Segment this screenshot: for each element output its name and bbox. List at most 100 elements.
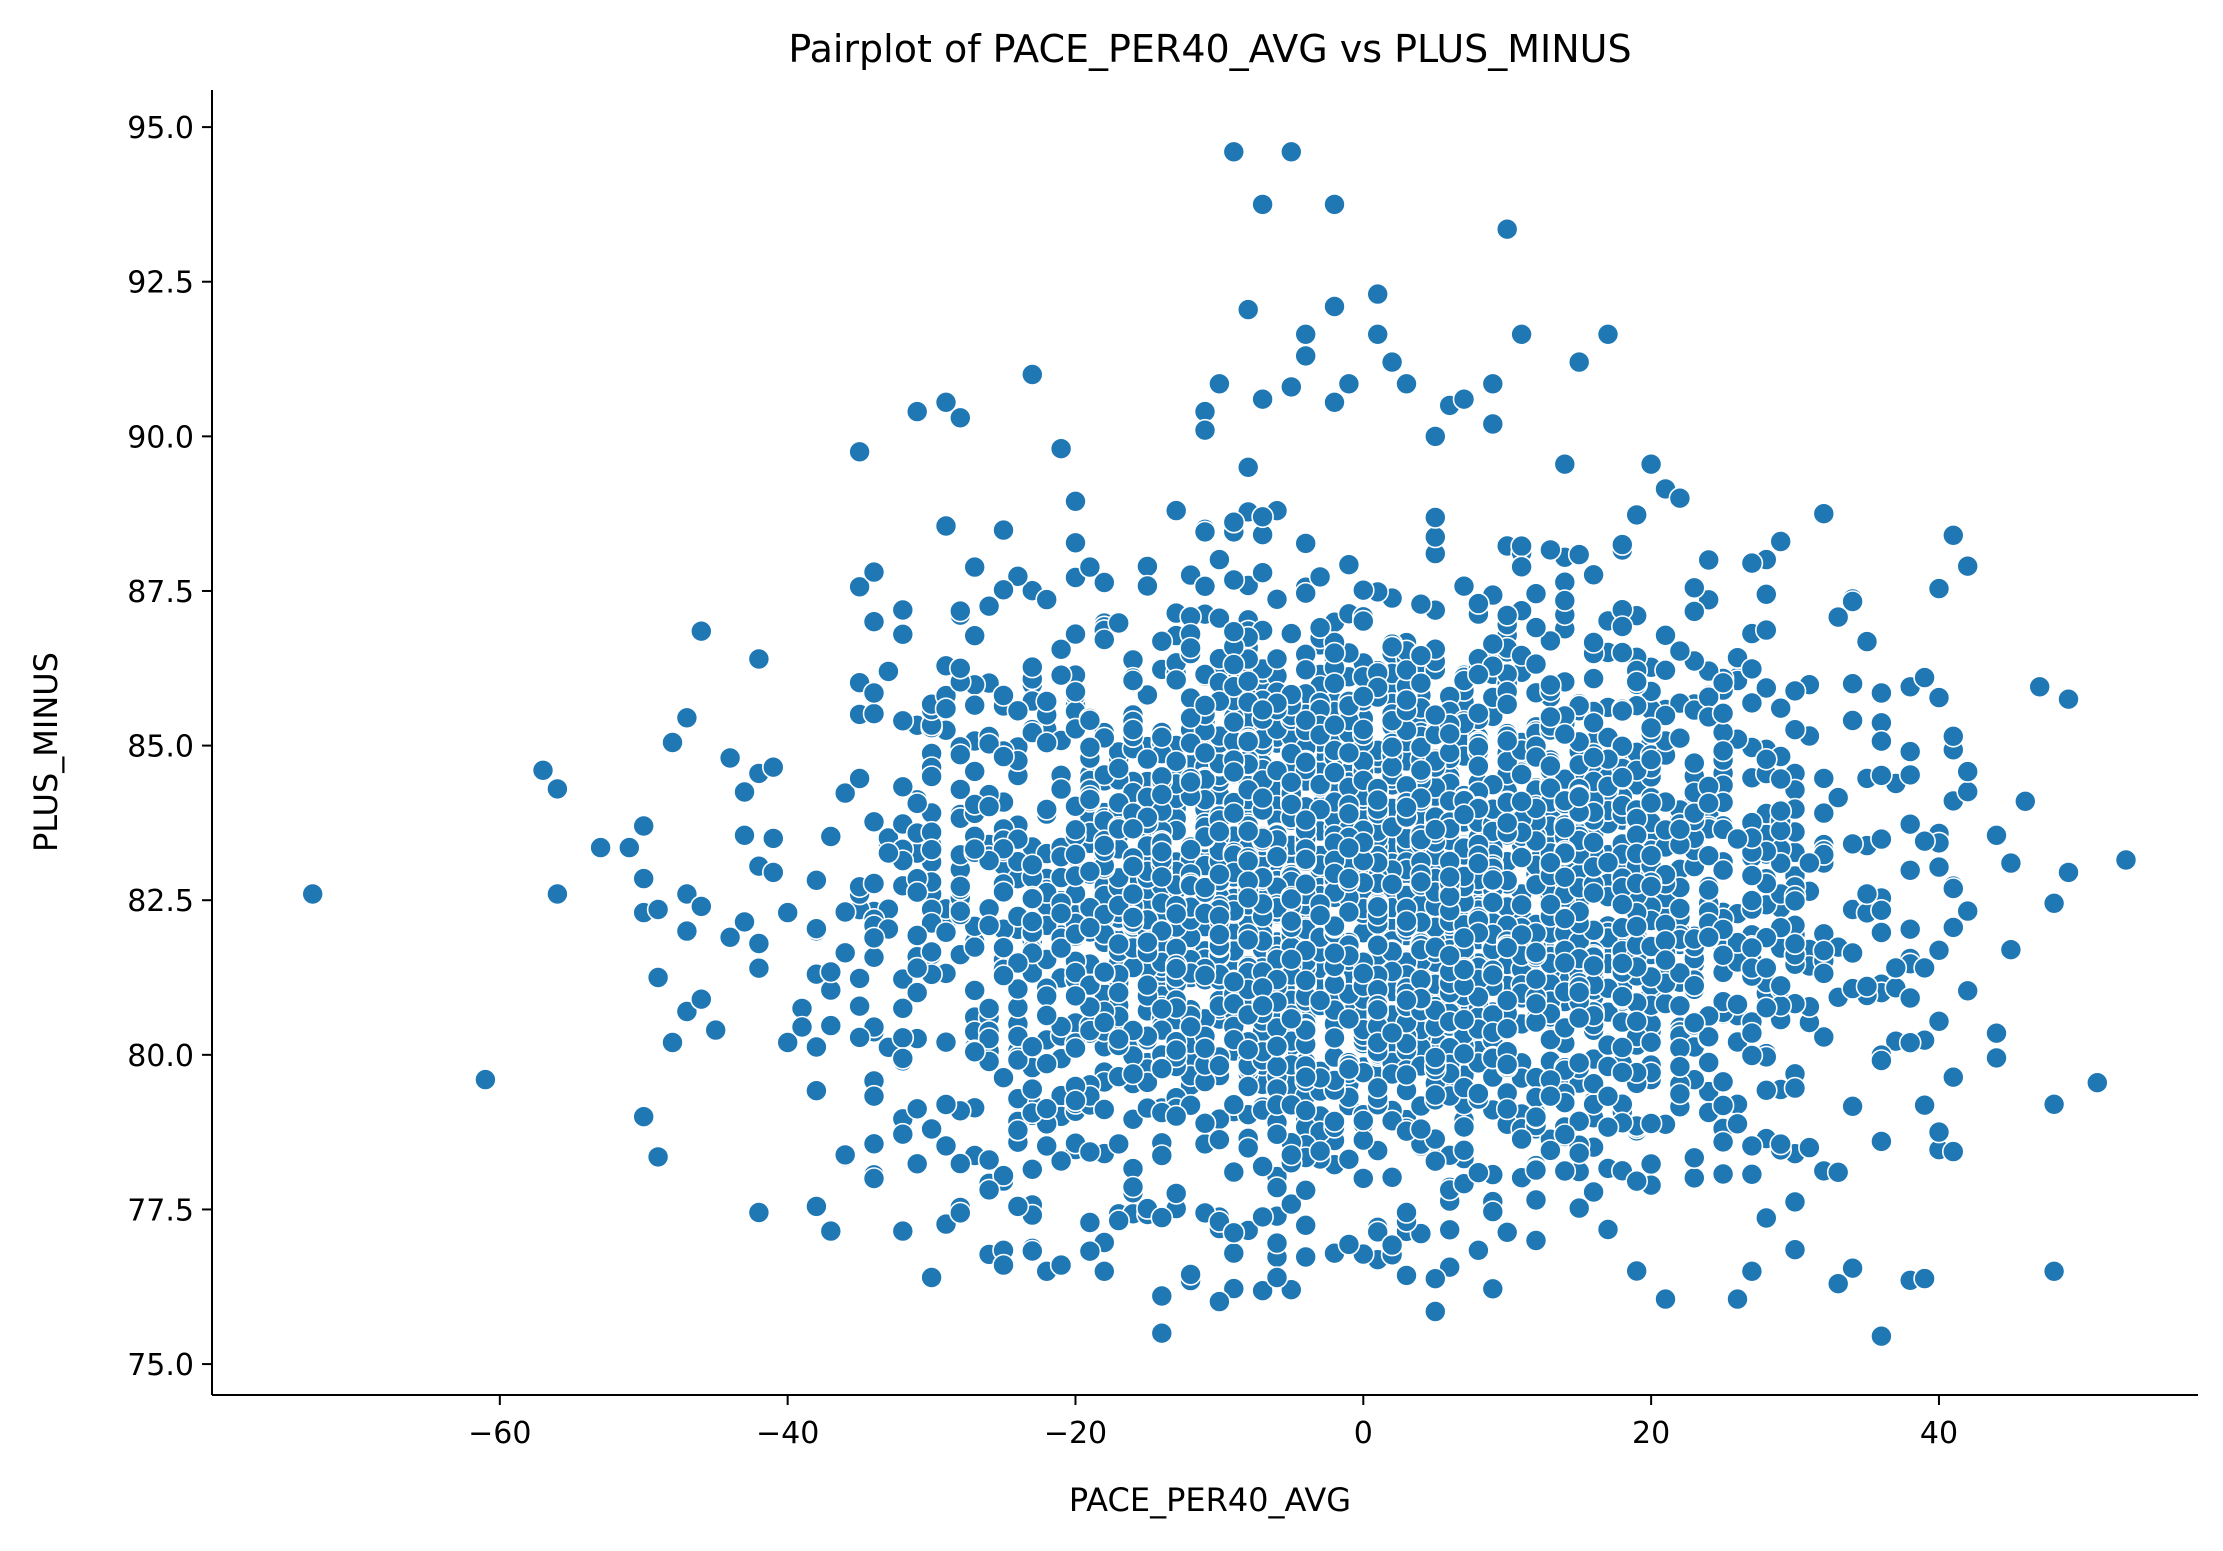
scatter-point: [1409, 758, 1433, 782]
scatter-point: [661, 1031, 684, 1054]
scatter-point: [689, 619, 713, 643]
scatter-point: [833, 1143, 857, 1167]
scatter-point: [1352, 1128, 1375, 1152]
scatter-point: [977, 594, 1001, 618]
scatter-point: [963, 935, 987, 959]
scatter-point: [675, 1000, 699, 1023]
scatter-point: [1078, 1211, 1102, 1234]
scatter-point: [1539, 673, 1562, 697]
scatter-point: [862, 926, 886, 950]
scatter-point: [1582, 711, 1605, 735]
scatter-point: [1898, 986, 1922, 1010]
scatter-point: [977, 732, 1001, 756]
scatter-point: [1711, 1070, 1735, 1094]
scatter-point: [1179, 706, 1202, 730]
scatter-point: [1222, 710, 1246, 734]
scatter-point: [1927, 855, 1951, 879]
scatter-point: [1021, 1035, 1044, 1058]
scatter-point: [1424, 1267, 1447, 1290]
scatter-point: [1352, 1109, 1375, 1132]
scatter-point: [1452, 926, 1476, 950]
scatter-point: [891, 996, 915, 1020]
y-axis-label: PLUS_MINUS: [27, 652, 65, 852]
scatter-point: [1740, 1021, 1764, 1045]
scatter-point: [1323, 295, 1346, 318]
scatter-point: [1424, 703, 1447, 727]
scatter-point: [1625, 915, 1648, 938]
scatter-point: [1668, 639, 1692, 663]
scatter-point: [1236, 928, 1260, 952]
scatter-point: [1294, 658, 1317, 682]
scatter-point: [1193, 1112, 1217, 1135]
scatter-point: [1150, 1206, 1174, 1229]
scatter-point: [1236, 886, 1260, 910]
scatter-point: [1510, 322, 1533, 346]
scatter-point: [1049, 902, 1073, 925]
scatter-point: [1265, 845, 1289, 869]
scatter-point: [1179, 838, 1202, 861]
scatter-point: [920, 940, 943, 964]
scatter-point: [1812, 962, 1836, 985]
scatter-point: [790, 1015, 814, 1039]
scatter-point: [1668, 486, 1692, 510]
scatter-point: [1625, 670, 1648, 694]
scatter-point: [1668, 817, 1692, 841]
scatter-point: [1064, 489, 1087, 513]
scatter-point: [747, 956, 771, 980]
scatter-point: [1093, 1011, 1116, 1034]
scatter-point: [1740, 1260, 1764, 1283]
scatter-point: [1596, 1085, 1620, 1108]
scatter-point: [1366, 322, 1389, 346]
scatter-point: [1438, 884, 1461, 908]
scatter-point: [1755, 747, 1778, 771]
scatter-point: [1064, 1036, 1087, 1060]
scatter-point: [1582, 1180, 1605, 1204]
y-tick-label: 85.0: [127, 730, 194, 765]
scatter-point: [1639, 1152, 1663, 1176]
scatter-point: [1798, 851, 1821, 875]
scatter-point: [862, 1084, 886, 1108]
scatter-point: [1409, 968, 1433, 991]
scatter-point: [1049, 1253, 1073, 1277]
scatter-point: [1265, 1231, 1289, 1255]
scatter-point: [1294, 750, 1317, 774]
scatter-point: [1395, 1264, 1418, 1287]
scatter-point: [1438, 722, 1461, 746]
scatter-point: [992, 1066, 1015, 1089]
scatter-point: [1855, 630, 1879, 653]
scatter-point: [992, 1164, 1015, 1187]
scatter-point: [891, 1122, 915, 1146]
scatter-point: [1711, 739, 1735, 763]
scatter-point: [1006, 699, 1030, 723]
scatter-point: [1121, 817, 1145, 841]
scatter-point: [1826, 1272, 1850, 1295]
scatter-point: [1870, 681, 1893, 705]
scatter-point: [1136, 973, 1159, 997]
scatter-point: [1280, 375, 1303, 399]
scatter-point: [1567, 1006, 1591, 1030]
scatter-point: [1769, 819, 1792, 842]
scatter-point: [1654, 948, 1677, 972]
scatter-point: [1006, 977, 1030, 1001]
scatter-point: [934, 1030, 958, 1054]
scatter-point: [1798, 1136, 1821, 1159]
scatter-point: [963, 1040, 987, 1064]
scatter-point: [1006, 1048, 1030, 1072]
scatter-point: [992, 1253, 1015, 1277]
scatter-point: [1121, 1175, 1145, 1199]
scatter-point: [833, 900, 857, 924]
scatter-point: [1294, 808, 1317, 832]
scatter-point: [1164, 1104, 1188, 1128]
scatter-point: [1625, 1169, 1648, 1193]
scatter-point: [1236, 819, 1260, 843]
scatter-point: [1035, 690, 1058, 713]
scatter-point: [1006, 1195, 1030, 1218]
scatter-point: [1668, 897, 1692, 920]
scatter-point: [1265, 1176, 1289, 1199]
scatter-point: [862, 681, 886, 705]
scatter-point: [1424, 525, 1447, 549]
scatter-point: [1280, 909, 1303, 933]
scatter-point: [1107, 1209, 1130, 1232]
scatter-point: [1769, 1132, 1792, 1156]
scatter-point: [934, 920, 958, 944]
